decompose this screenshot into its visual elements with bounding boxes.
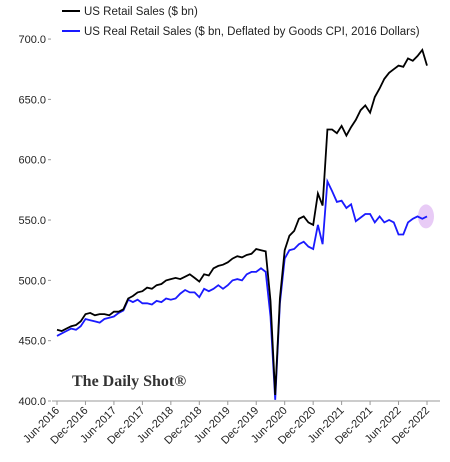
y-tick-label: 500.0 — [18, 275, 46, 287]
line-series — [56, 47, 428, 396]
y-tick-label: 700.0 — [18, 34, 46, 46]
y-tick-label: 650.0 — [18, 94, 46, 106]
watermark: The Daily Shot® — [72, 373, 186, 390]
line-series — [56, 178, 428, 400]
legend-label: US Retail Sales ($ bn) — [84, 6, 198, 18]
y-tick-label: 400.0 — [18, 396, 46, 408]
y-tick-label: 450.0 — [18, 336, 46, 348]
y-tick-label: 600.0 — [18, 155, 46, 167]
legend-label: US Real Retail Sales ($ bn, Deflated by … — [84, 26, 420, 38]
y-tick-label: 550.0 — [18, 215, 46, 227]
